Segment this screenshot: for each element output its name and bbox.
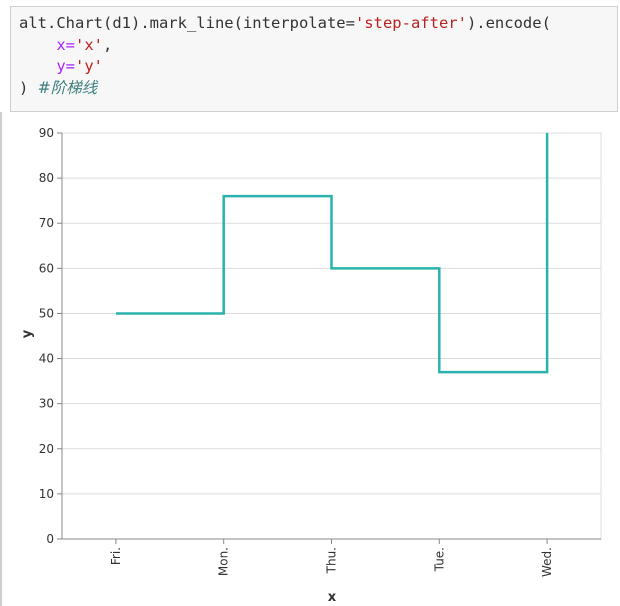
x-tick-label: Thu. <box>325 547 339 574</box>
code-string: 'x' <box>75 35 103 54</box>
y-tick-label: 70 <box>39 216 54 230</box>
code-text: , <box>103 35 113 54</box>
output-area: 0 10 20 30 40 50 60 70 80 90 Fri. Mon. Thu. Tue. Wed. … <box>0 112 620 606</box>
y-tick-label: 90 <box>39 126 54 140</box>
x-tick-label: Fri. <box>109 547 123 565</box>
y-tick-label: 50 <box>39 306 54 320</box>
y-axis-title: y <box>20 329 35 338</box>
code-line-1: alt.Chart(d1).mark_line(interpolate='ste… <box>19 13 617 35</box>
x-tick-label: Tue. <box>432 547 446 572</box>
axis-layer: 0 10 20 30 40 50 60 70 80 90 Fri. Mon. Thu. Tue. Wed. <box>39 126 601 577</box>
mark-layer <box>115 133 549 374</box>
y-tick-label: 40 <box>39 352 54 366</box>
grid-layer <box>61 132 602 540</box>
code-text: ) <box>19 78 29 97</box>
code-comment: #阶梯线 <box>37 78 98 97</box>
y-tick-label: 10 <box>39 487 54 501</box>
step-line-series <box>115 133 549 374</box>
code-string: 'step-after' <box>354 14 467 32</box>
code-cell[interactable]: alt.Chart(d1).mark_line(interpolate='ste… <box>10 6 618 112</box>
y-tick-label: 60 <box>39 261 54 275</box>
code-keyword: y= <box>56 57 75 75</box>
y-tick-label: 20 <box>39 442 54 456</box>
y-tick-label: 80 <box>39 171 54 185</box>
y-tick-label: 30 <box>39 397 54 411</box>
code-line-3: y='y' <box>19 56 617 78</box>
code-string: 'y' <box>75 57 103 75</box>
x-tick-label: Wed. <box>540 547 554 577</box>
code-line-4: ) #阶梯线 <box>19 78 617 100</box>
x-tick-label: Mon. <box>217 547 231 576</box>
code-keyword: x= <box>56 35 75 54</box>
x-axis-title: x <box>328 590 337 605</box>
code-text: ).encode( <box>466 14 551 32</box>
code-text: alt.Chart(d1).mark_line(interpolate= <box>19 14 355 32</box>
y-tick-label: 0 <box>46 532 54 546</box>
output-gutter <box>0 112 2 606</box>
code-line-2: x='x', <box>19 35 617 57</box>
plot-frame <box>61 132 602 540</box>
